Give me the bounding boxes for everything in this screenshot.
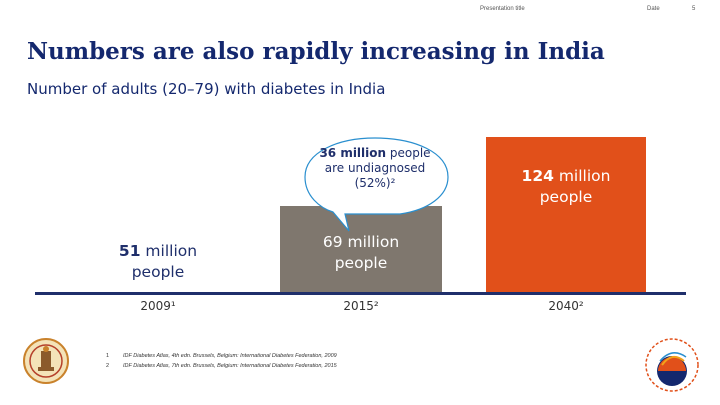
header-date: Date	[647, 6, 660, 12]
bar-label-2040: 124 million people	[521, 167, 611, 206]
footnote-1-text: IDF Diabetes Atlas, 4th edn. Brussels, B…	[123, 353, 337, 359]
presentation-title: Presentation title	[480, 6, 525, 12]
foundation-logo	[645, 338, 699, 392]
bar-2015	[280, 205, 442, 292]
footnote-2-number: 2	[106, 363, 110, 369]
footnote-2-text: IDF Diabetes Atlas, 7th edn. Brussels, B…	[123, 363, 337, 369]
bar-2009	[78, 228, 238, 292]
bar-2040	[486, 137, 646, 292]
category-label-2015: 2015²	[343, 299, 379, 313]
footnote-1-number: 1	[106, 353, 110, 359]
bar-label-2015: 69 million people	[322, 233, 400, 272]
chart-baseline	[35, 292, 686, 295]
bar-label-2009: 51 million people	[118, 242, 198, 281]
slide-subtitle: Number of adults (20–79) with diabetes i…	[27, 80, 386, 98]
category-label-2040: 2040²	[548, 299, 584, 313]
government-emblem-logo	[23, 338, 69, 384]
callout-text: 36 million people are undiagnosed (52%)²	[319, 146, 431, 190]
page-number: 5	[692, 6, 696, 12]
slide-title: Numbers are also rapidly increasing in I…	[27, 38, 605, 65]
category-label-2009: 2009¹	[140, 299, 176, 313]
